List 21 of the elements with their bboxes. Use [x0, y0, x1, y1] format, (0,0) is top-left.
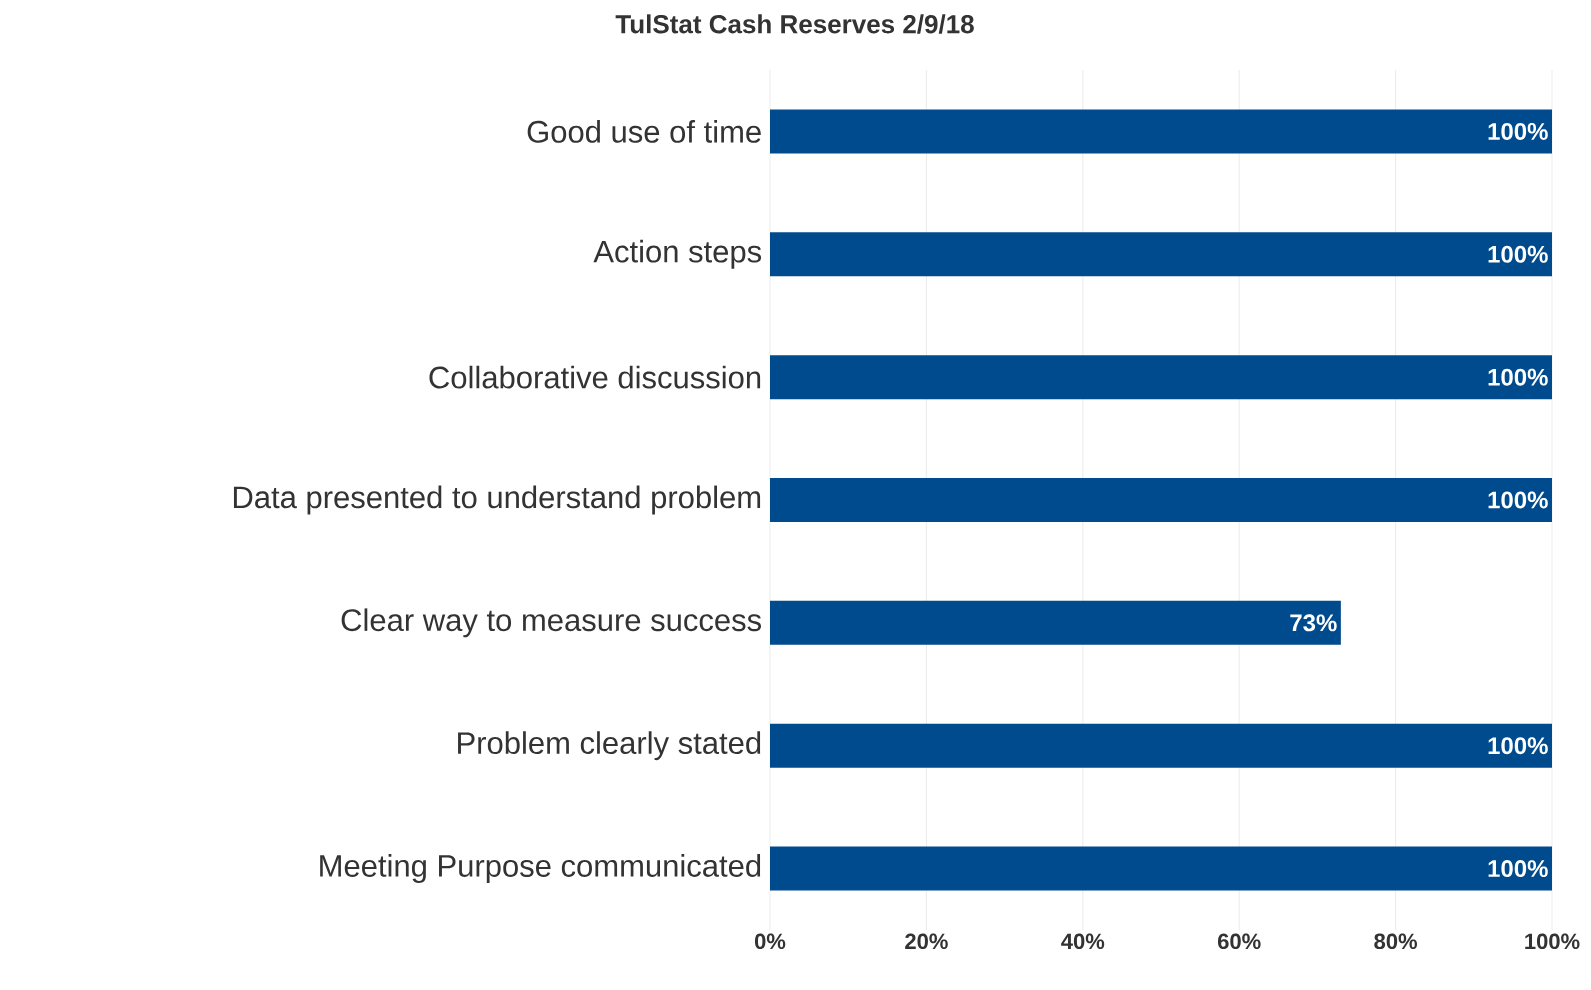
x-tick-label: 40%: [1061, 933, 1105, 950]
x-tick-label: 60%: [1217, 933, 1261, 950]
y-tick-label: Good use of time: [527, 120, 761, 143]
y-tick-label: Problem clearly stated: [458, 731, 761, 761]
data-label: 100%: [1488, 122, 1548, 140]
y-tick-label: Data presented to understand problem: [233, 485, 761, 515]
x-tick-label: 20%: [905, 933, 948, 950]
data-label: 100%: [1488, 737, 1548, 755]
y-tick-label: Collaborative discussion: [429, 365, 761, 389]
x-tick-label: 0%: [754, 933, 786, 950]
x-tick-label: 100%: [1525, 933, 1580, 950]
y-tick-label: Meeting Purpose communicated: [320, 854, 761, 884]
data-label: 100%: [1488, 368, 1548, 386]
data-label: 100%: [1488, 491, 1548, 509]
y-tick-label: Action steps: [593, 239, 762, 269]
x-tick-label: 80%: [1374, 933, 1418, 950]
data-label: 100%: [1488, 245, 1548, 263]
data-label: 100%: [1488, 860, 1548, 878]
data-label: 73%: [1290, 614, 1337, 632]
chart-title: TulStat Cash Reserves 2/9/18: [615, 14, 974, 34]
y-tick-label: Clear way to measure success: [341, 608, 762, 638]
